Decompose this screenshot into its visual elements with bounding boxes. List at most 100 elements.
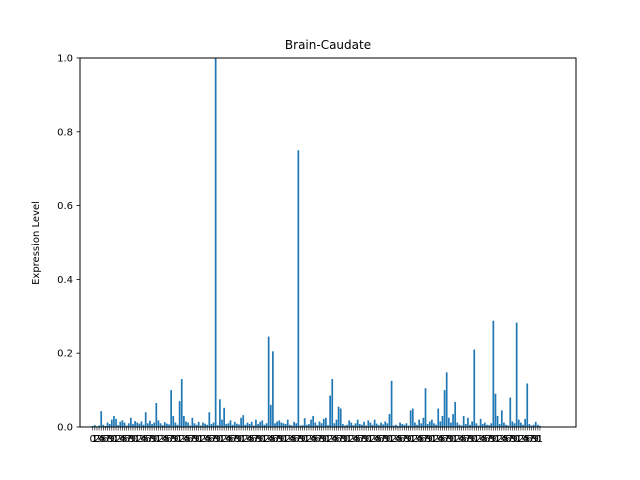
- bar: [329, 395, 331, 427]
- bar: [206, 424, 209, 427]
- bar: [216, 425, 219, 427]
- bar: [460, 425, 463, 427]
- x-tick-label: 1: [240, 434, 246, 445]
- bar: [155, 403, 158, 427]
- bar: [469, 424, 471, 427]
- bar: [189, 425, 192, 427]
- x-tick-label: 9: [278, 434, 284, 445]
- bar: [335, 419, 338, 427]
- x-tick-label: 2: [412, 434, 418, 445]
- x-tick-label: 8: [446, 434, 452, 445]
- bar: [134, 421, 136, 427]
- bar: [373, 419, 376, 427]
- x-tick-label: 1: [410, 434, 416, 445]
- x-tick-label: 1: [198, 434, 204, 445]
- bar: [371, 424, 374, 427]
- bar: [272, 351, 274, 427]
- bar: [291, 425, 293, 427]
- x-tick-label: 1: [92, 434, 98, 445]
- bar: [146, 423, 149, 427]
- x-tick-label: 9: [109, 434, 115, 445]
- bar: [358, 424, 361, 427]
- x-tick-label: 8: [382, 434, 388, 445]
- x-tick-label: 6: [335, 434, 341, 445]
- bar: [100, 411, 103, 427]
- bar: [151, 424, 153, 427]
- bar: [295, 423, 298, 427]
- bar: [121, 420, 124, 427]
- bar: [125, 425, 128, 427]
- x-tick-label: 7: [380, 434, 386, 445]
- x-tick-label: 4: [458, 434, 464, 445]
- x-tick-label: 4: [289, 434, 295, 445]
- x-tick-label: 4: [374, 434, 380, 445]
- bar: [528, 424, 531, 427]
- bar: [420, 423, 423, 427]
- bar: [170, 390, 172, 427]
- bar: [392, 425, 395, 427]
- bar: [450, 422, 452, 427]
- x-tick-label: 7: [253, 434, 259, 445]
- x-tick-label: 6: [229, 434, 235, 445]
- bar: [248, 424, 251, 427]
- x-tick-label: 5: [227, 434, 233, 445]
- x-tick-label: 0: [90, 434, 96, 445]
- x-tick-label: 4: [310, 434, 316, 445]
- bar: [331, 379, 334, 427]
- x-tick-label: 6: [208, 434, 214, 445]
- x-tick-label: 4: [352, 434, 358, 445]
- bar: [282, 423, 285, 427]
- x-tick-label: 3: [117, 434, 123, 445]
- x-tick-label: 3: [393, 434, 399, 445]
- bar: [280, 422, 283, 427]
- bar: [274, 423, 276, 427]
- bar: [278, 420, 281, 427]
- bar: [428, 421, 431, 427]
- x-tick-label: 1: [282, 434, 288, 445]
- bar: [352, 425, 355, 427]
- bar: [104, 425, 107, 427]
- bar: [159, 423, 162, 427]
- x-tick-label: 8: [191, 434, 197, 445]
- x-tick-label: 2: [497, 434, 503, 445]
- bar: [318, 421, 321, 427]
- bar: [210, 424, 213, 427]
- bar: [286, 419, 289, 427]
- bar: [401, 424, 404, 427]
- bar: [238, 424, 240, 427]
- x-tick-label: 4: [268, 434, 274, 445]
- bar: [267, 336, 270, 427]
- x-tick-label: 0: [365, 434, 371, 445]
- x-tick-label: 6: [251, 434, 257, 445]
- bar: [500, 410, 503, 427]
- x-tick-label: 8: [276, 434, 282, 445]
- x-tick-label: 9: [215, 434, 221, 445]
- x-tick-label: 5: [100, 434, 106, 445]
- x-tick-label: 7: [422, 434, 428, 445]
- x-tick-label: 7: [465, 434, 471, 445]
- bar: [140, 421, 143, 427]
- bar: [346, 424, 348, 427]
- bar: [310, 419, 312, 427]
- x-tick-label: 7: [528, 434, 534, 445]
- x-tick-label: 6: [166, 434, 172, 445]
- x-tick-label: 4: [522, 434, 528, 445]
- x-tick-label: 0: [513, 434, 519, 445]
- x-tick-label: 0: [174, 434, 180, 445]
- x-tick-label: 6: [484, 434, 490, 445]
- x-tick-label: 6: [187, 434, 193, 445]
- bar: [301, 425, 304, 427]
- x-tick-label: 2: [369, 434, 375, 445]
- x-tick-label: 1: [134, 434, 140, 445]
- bar: [127, 423, 130, 427]
- x-tick-label: 8: [106, 434, 112, 445]
- x-tick-label: 0: [132, 434, 138, 445]
- x-tick-label: 3: [456, 434, 462, 445]
- x-tick-label: 0: [450, 434, 456, 445]
- bar: [439, 421, 442, 427]
- bar: [384, 421, 387, 427]
- bar: [178, 401, 181, 427]
- x-tick-label: 9: [193, 434, 199, 445]
- bar: [193, 423, 196, 427]
